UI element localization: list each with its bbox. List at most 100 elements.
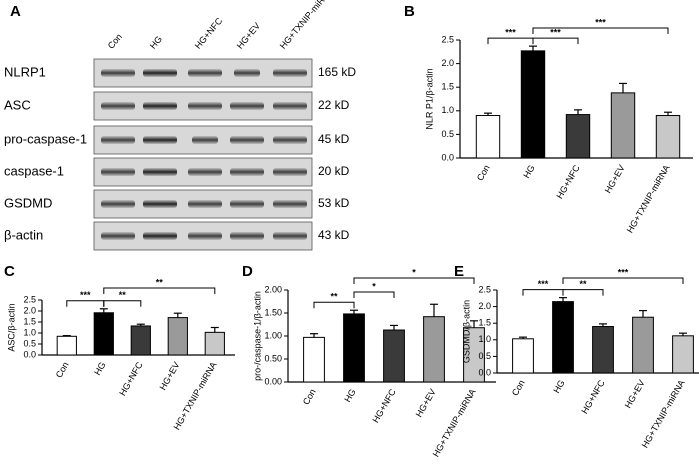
blot-band xyxy=(101,69,135,77)
x-tick-label: HG+TXNIP-miRNA xyxy=(431,387,478,458)
x-tick-label: HG xyxy=(521,163,536,180)
x-tick-label: Con xyxy=(54,360,71,379)
x-tick-label: HG+TXNIP-miRNA xyxy=(625,163,672,234)
bar xyxy=(610,92,636,159)
y-tick-label: 2.5 xyxy=(478,284,491,294)
significance-bracket xyxy=(103,287,216,294)
blot-band xyxy=(273,102,307,110)
significance-label: * xyxy=(372,281,376,291)
y-tick-label: 1.5 xyxy=(23,316,36,326)
y-tick-label: 0.0 xyxy=(441,152,454,162)
significance-label: ** xyxy=(579,279,587,289)
blot-band xyxy=(143,136,177,144)
x-tick-label: Con xyxy=(301,387,318,406)
significance-bracket xyxy=(313,301,355,309)
bar xyxy=(93,312,114,356)
y-axis-label: GSDMD/β-actin xyxy=(461,300,471,363)
blot-band xyxy=(143,232,177,240)
y-tick-label: 2.0 xyxy=(23,305,36,315)
significance-label: *** xyxy=(505,28,516,38)
y-axis-label: NLR P1/β-actin xyxy=(424,68,434,129)
x-tick-label: HG+EV xyxy=(414,387,438,419)
blot-band xyxy=(188,69,222,77)
significance-bracket xyxy=(562,289,604,296)
blot-band xyxy=(101,136,135,144)
blot-band xyxy=(230,232,264,240)
y-tick-label: 0.00 xyxy=(264,376,282,386)
bar xyxy=(565,114,591,159)
x-tick-label: HG+TXNIP-miRNA xyxy=(172,360,219,431)
bar xyxy=(632,316,654,374)
panel-letter: D xyxy=(242,263,253,280)
x-tick-label: HG xyxy=(92,360,107,377)
x-tick-label: HG+EV xyxy=(603,163,627,195)
significance-label: *** xyxy=(618,267,629,277)
y-axis-label: ASC/β-actin xyxy=(6,303,16,351)
bar xyxy=(56,335,77,356)
blot-band xyxy=(188,168,222,176)
lane-label: Con xyxy=(106,32,124,51)
y-axis-label: pro-/caspase-1/β-actin xyxy=(252,291,262,381)
lane-label: HG+TXNIP-miRNA xyxy=(278,0,335,51)
significance-label: *** xyxy=(538,279,549,289)
x-tick-label: HG+TXNIP-miRNA xyxy=(640,378,687,449)
x-tick-label: HG+EV xyxy=(158,360,182,392)
y-tick-label: 0.5 xyxy=(441,129,454,139)
blot-band xyxy=(230,136,264,144)
x-tick-label: Con xyxy=(475,163,492,182)
blot-band xyxy=(273,200,307,208)
blot-band xyxy=(192,136,218,144)
panel-letter: C xyxy=(4,263,15,280)
y-tick-label: 2.5 xyxy=(441,34,454,44)
significance-label: *** xyxy=(550,28,561,38)
significance-bracket xyxy=(353,291,395,298)
blot-band xyxy=(143,102,177,110)
significance-bracket xyxy=(66,300,105,307)
size-label: 20 kD xyxy=(318,164,350,178)
significance-label: *** xyxy=(595,17,606,27)
significance-label: * xyxy=(412,267,416,277)
x-tick-label: HG xyxy=(342,387,357,404)
size-label: 53 kD xyxy=(318,196,350,210)
y-tick-label: 1.5 xyxy=(478,318,491,328)
panel-letter: A xyxy=(10,3,21,20)
x-tick-label: HG+NFC xyxy=(554,163,582,201)
bar xyxy=(383,329,405,383)
bar xyxy=(672,335,694,374)
blot-band xyxy=(234,69,260,77)
y-tick-label: 2.0 xyxy=(441,58,454,68)
significance-bracket xyxy=(353,277,475,284)
significance-bracket xyxy=(532,27,669,34)
y-tick-label: 1.0 xyxy=(23,327,36,337)
bar xyxy=(512,338,534,374)
significance-label: ** xyxy=(156,277,164,287)
blot-band xyxy=(273,168,307,176)
bar xyxy=(423,316,445,383)
significance-bracket xyxy=(532,37,579,45)
x-tick-label: HG+EV xyxy=(623,378,647,410)
protein-label: β-actin xyxy=(4,227,43,242)
y-tick-label: 0.5 xyxy=(23,338,36,348)
x-tick-label: HG+NFC xyxy=(579,378,607,416)
size-label: 22 kD xyxy=(318,98,350,112)
x-tick-label: Con xyxy=(510,378,527,397)
x-tick-label: HG xyxy=(551,378,566,395)
bar xyxy=(303,336,325,383)
y-tick-label: 2.0 xyxy=(478,301,491,311)
bar xyxy=(167,317,188,356)
protein-label: caspase-1 xyxy=(4,163,64,178)
significance-bracket xyxy=(487,37,534,45)
size-label: 45 kD xyxy=(318,132,350,146)
protein-label: pro-caspase-1 xyxy=(4,131,87,146)
significance-label: ** xyxy=(330,292,338,302)
y-tick-label: 1.0 xyxy=(441,105,454,115)
bar xyxy=(204,331,225,356)
y-tick-label: 1.0 xyxy=(478,334,491,344)
blot-band xyxy=(143,168,177,176)
significance-bracket xyxy=(522,289,564,296)
y-tick-label: 2.5 xyxy=(23,294,36,304)
blot-band xyxy=(188,102,222,110)
bar xyxy=(655,115,681,159)
blot-band xyxy=(101,232,135,240)
